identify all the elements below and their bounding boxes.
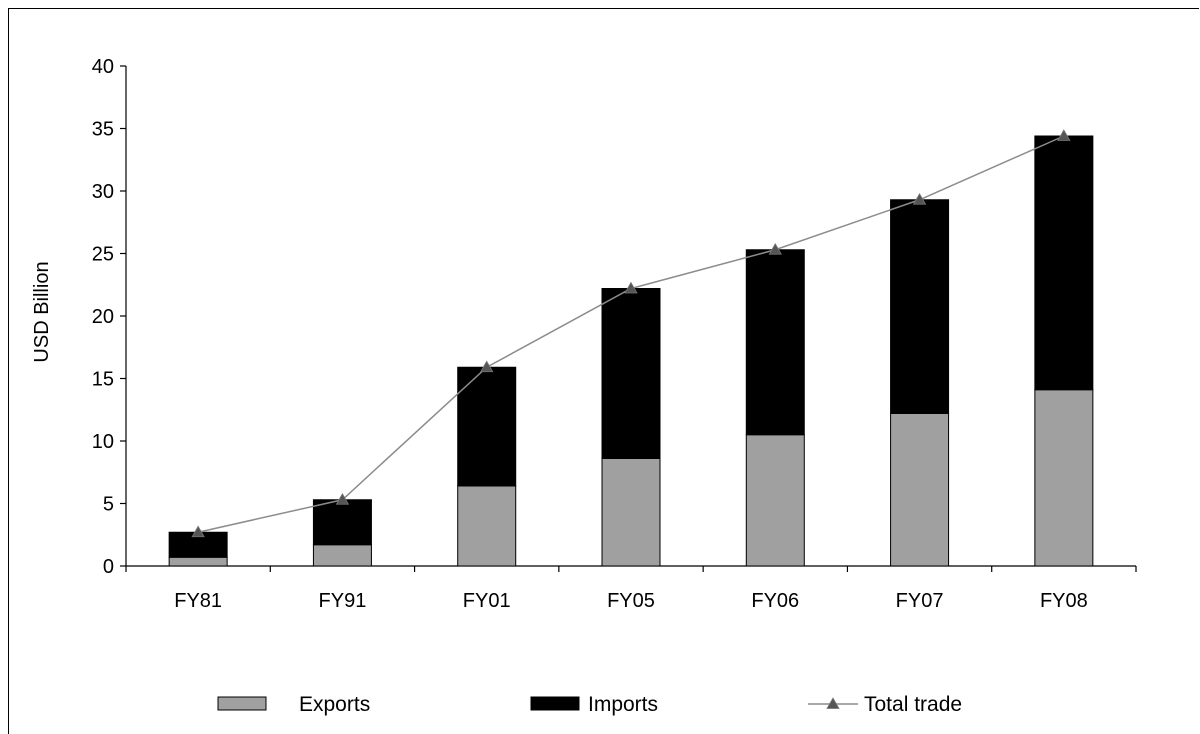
y-axis: 0 5 10 15 20 25 30 35 40 xyxy=(92,56,127,578)
bar-imports xyxy=(745,249,805,436)
x-tick-label: FY05 xyxy=(607,590,655,612)
x-axis: FY81 FY91 FY01 FY05 FY06 FY07 FY08 xyxy=(125,565,1137,612)
legend-marker-total-trade xyxy=(826,697,840,709)
bar-exports xyxy=(312,544,372,567)
x-tick-label: FY07 xyxy=(896,590,944,612)
total-trade-point xyxy=(1057,129,1071,141)
y-tick-label: 15 xyxy=(92,369,114,391)
total-trade-point xyxy=(624,281,638,294)
legend-label-exports: Exports xyxy=(299,693,370,716)
x-tick-label: FY91 xyxy=(319,590,367,612)
legend: Exports Imports Total trade xyxy=(217,693,962,716)
y-tick-label: 30 xyxy=(92,181,114,203)
y-tick-label: 10 xyxy=(92,431,114,453)
chart-frame xyxy=(8,8,1199,734)
bar-exports xyxy=(745,434,805,567)
bar-exports xyxy=(457,485,517,567)
y-tick-label: 35 xyxy=(92,119,114,141)
y-tick-label: 0 xyxy=(103,556,114,578)
total-trade-point xyxy=(912,192,927,205)
y-axis-title: USD Billion xyxy=(31,261,53,362)
x-tick-label: FY08 xyxy=(1040,590,1088,612)
y-tick-label: 25 xyxy=(92,244,114,266)
y-tick-label: 40 xyxy=(92,56,114,78)
bars xyxy=(168,135,1094,567)
y-tick-label: 20 xyxy=(92,306,114,328)
x-tick-label: FY06 xyxy=(751,590,799,612)
total-trade-point xyxy=(191,525,205,538)
x-tick-label: FY01 xyxy=(463,590,511,612)
legend-label-imports: Imports xyxy=(588,693,658,716)
bar-exports xyxy=(601,458,661,567)
total-trade-line xyxy=(191,129,1071,538)
legend-label-total-trade: Total trade xyxy=(864,693,962,716)
bar-exports xyxy=(1034,389,1094,567)
bar-imports xyxy=(890,199,950,414)
total-trade-point xyxy=(480,360,494,373)
legend-swatch-imports xyxy=(530,696,580,711)
total-trade-point xyxy=(768,242,782,255)
bar-imports xyxy=(312,499,372,546)
legend-swatch-exports xyxy=(217,696,267,711)
total-trade-point xyxy=(335,492,350,505)
y-tick-label: 5 xyxy=(103,494,114,516)
bar-exports xyxy=(890,413,950,567)
bar-imports xyxy=(1034,135,1094,391)
bar-exports xyxy=(168,556,228,567)
bar-imports xyxy=(457,366,517,487)
bar-imports xyxy=(601,288,661,459)
x-tick-label: FY81 xyxy=(174,590,222,612)
